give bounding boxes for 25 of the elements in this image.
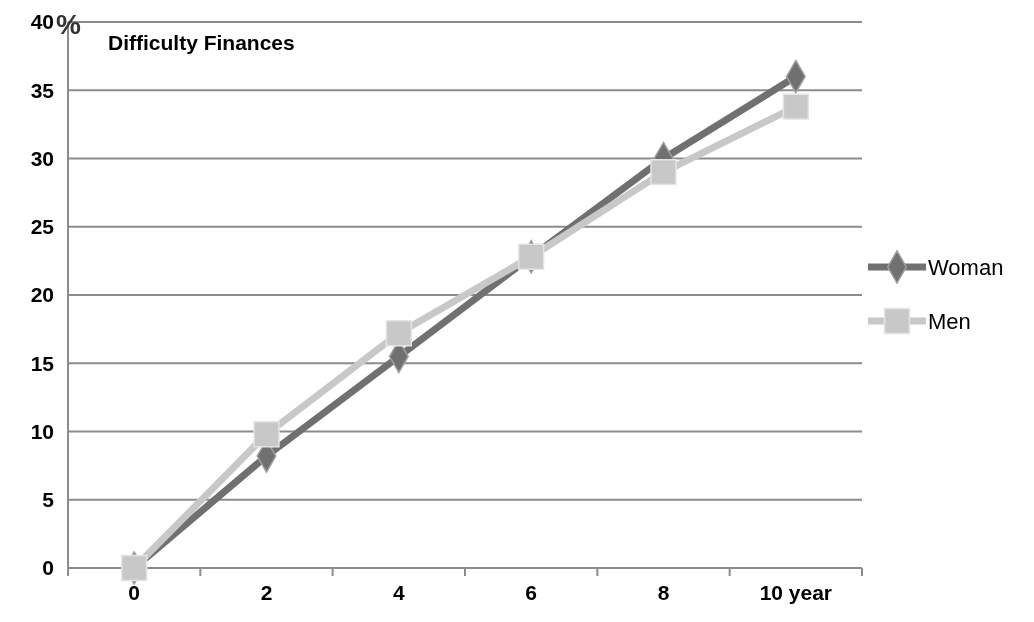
x-tick-label: 10 year	[759, 581, 833, 604]
point	[517, 243, 545, 270]
legend-label: Woman	[928, 254, 1004, 280]
point	[650, 158, 677, 186]
y-tick-label: 5	[42, 488, 55, 512]
point	[120, 554, 148, 582]
x-tick-label: 0	[128, 581, 141, 604]
y-tick-label: 40	[30, 10, 54, 34]
point	[253, 421, 280, 448]
y-tick-label: 35	[30, 78, 55, 102]
x-tick-label: 2	[260, 581, 273, 604]
chart-title: Difficulty Finances	[108, 31, 295, 54]
x-tick-label: 6	[525, 581, 538, 604]
y-tick-label: 25	[30, 215, 55, 239]
y-tick-label: 15	[30, 351, 55, 375]
y-tick-label: 0	[42, 556, 54, 580]
legend-label: Men	[928, 308, 971, 334]
y-axis-title: %	[56, 9, 81, 40]
y-tick-label: 10	[30, 419, 54, 443]
point	[782, 93, 810, 120]
y-tick-label: 20	[30, 283, 54, 307]
x-tick-label: 4	[392, 581, 405, 604]
point	[385, 320, 413, 347]
y-tick-label: 30	[30, 146, 54, 170]
x-tick-label: 8	[657, 581, 670, 604]
